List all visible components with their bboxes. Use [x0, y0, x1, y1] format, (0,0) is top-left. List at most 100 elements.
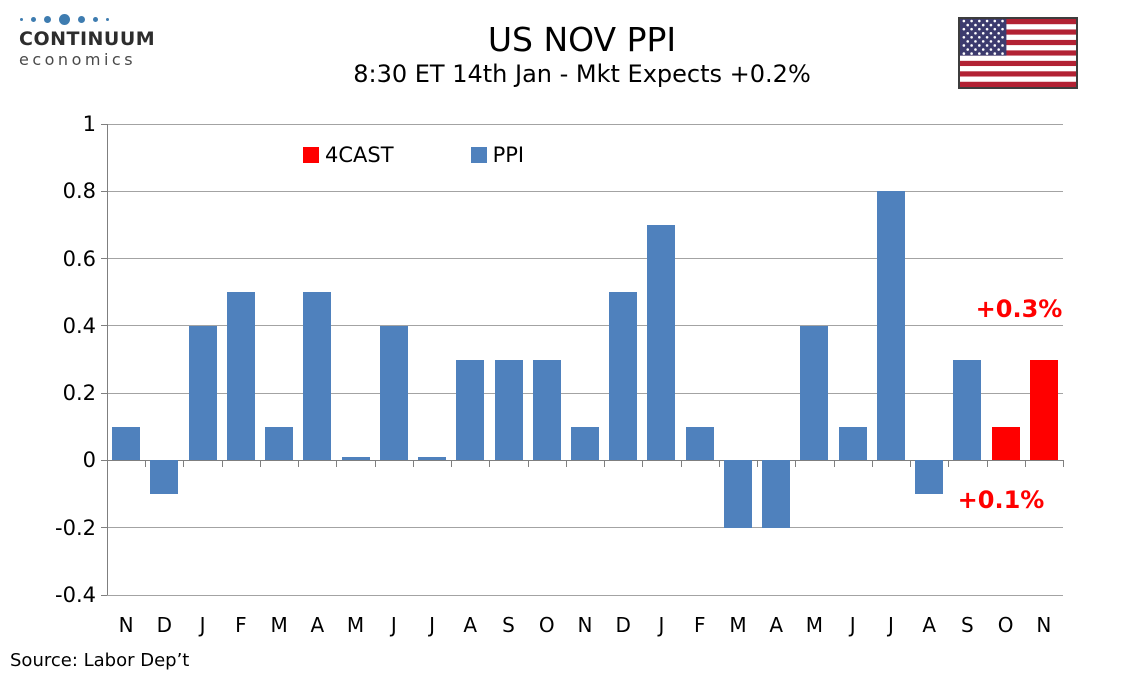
bar-ppi-5-A — [303, 292, 332, 461]
x-axis-label-19-J: J — [849, 613, 856, 637]
y-axis-tick-1 — [101, 123, 107, 125]
x-axis-tick-23 — [986, 460, 988, 468]
x-axis-label-8-J: J — [429, 613, 435, 637]
bar-ppi-12-N — [571, 426, 599, 461]
bar-4cast-24-N — [1029, 359, 1058, 461]
x-axis-label-20-J: J — [887, 613, 894, 637]
x-axis-tick-9 — [451, 460, 453, 468]
y-axis-label--0.2: -0.2 — [55, 515, 96, 540]
chart-subtitle: 8:30 ET 14th Jan - Mkt Expects +0.2% — [353, 60, 811, 88]
chart-title: US NOV PPI — [487, 20, 677, 59]
bar-ppi-17-A — [762, 460, 791, 528]
x-axis-label-22-S: S — [961, 613, 974, 637]
y-axis-label-0.2: 0.2 — [62, 381, 96, 406]
x-axis-label-17-A: A — [769, 613, 784, 637]
x-axis-tick-15 — [680, 460, 682, 468]
forecast-annotation-oct: +0.1% — [957, 486, 1045, 514]
bar-ppi-3-F — [226, 292, 255, 461]
x-axis-tick-4 — [259, 460, 261, 468]
x-axis-label-15-F: F — [693, 613, 706, 637]
gridline-0 — [107, 459, 1063, 461]
bar-ppi-4-M — [265, 426, 294, 461]
x-axis-tick-5 — [298, 460, 300, 468]
bar-ppi-20-J — [876, 191, 905, 461]
x-axis-tick-7 — [374, 460, 376, 468]
x-axis-tick-24 — [1024, 460, 1026, 468]
bar-ppi-15-F — [685, 426, 714, 461]
logo-economics-text: economics — [19, 50, 137, 69]
x-axis-tick-3 — [221, 460, 223, 468]
x-axis-tick-1 — [145, 460, 147, 468]
bar-ppi-16-M — [723, 460, 752, 528]
bar-ppi-0-N — [112, 426, 141, 461]
forecast-annotation-nov: +0.3% — [975, 295, 1063, 323]
x-axis-tick-2 — [183, 460, 185, 468]
legend-swatch-ppi — [470, 147, 487, 163]
x-axis-tick-19 — [833, 460, 835, 468]
gridline-0.4 — [107, 325, 1063, 327]
x-axis-label-14-J: J — [658, 613, 665, 637]
x-axis-label-13-D: D — [615, 613, 631, 637]
bar-ppi-1-D — [150, 460, 179, 495]
y-axis-line — [107, 124, 108, 595]
y-axis-tick--0.4 — [101, 594, 107, 596]
x-axis-label-24-N: N — [1036, 613, 1052, 637]
bar-ppi-11-O — [532, 359, 561, 461]
y-axis-label-1: 1 — [82, 112, 96, 136]
x-axis-tick-20 — [871, 460, 873, 468]
x-axis-label-5-A: A — [310, 613, 325, 637]
bar-ppi-7-J — [379, 325, 408, 461]
gridline-0.6 — [107, 258, 1063, 260]
bar-ppi-13-D — [609, 292, 638, 461]
y-axis-tick-0.2 — [101, 392, 107, 394]
chart-legend: 4CAST PPI — [303, 143, 524, 167]
x-axis-label-10-S: S — [502, 613, 515, 637]
x-axis-tick-14 — [642, 460, 644, 468]
legend-swatch-4cast — [303, 147, 319, 163]
x-axis-label-7-J: J — [390, 613, 397, 637]
bar-ppi-21-A — [915, 460, 944, 495]
us-flag-icon — [958, 17, 1078, 89]
legend-item-4cast: 4CAST — [303, 143, 394, 167]
x-axis-label-21-A: A — [922, 613, 936, 637]
x-axis-tick-13 — [604, 460, 606, 468]
x-axis-label-2-J: J — [199, 613, 206, 637]
continuum-logo: CONTINUUM economics — [19, 13, 156, 70]
logo-dots-icon — [20, 13, 149, 25]
x-axis-label-1-D: D — [156, 613, 173, 637]
x-axis-tick-6 — [336, 460, 338, 468]
x-axis-label-12-N: N — [577, 613, 593, 637]
x-axis-tick-11 — [527, 460, 529, 468]
x-axis-tick-21 — [910, 460, 912, 468]
y-axis-label-0.4: 0.4 — [62, 313, 96, 338]
x-axis-label-0-N: N — [118, 613, 134, 637]
x-axis-label-9-A: A — [463, 613, 478, 637]
y-axis-label--0.4: -0.4 — [55, 583, 96, 607]
legend-label-ppi: PPI — [492, 143, 525, 167]
y-axis-label-0.6: 0.6 — [62, 246, 96, 271]
x-axis-label-23-O: O — [997, 613, 1014, 637]
gridline--0.4 — [107, 594, 1063, 596]
y-axis-tick--0.2 — [101, 527, 107, 529]
x-axis-tick-8 — [412, 460, 414, 468]
bar-ppi-14-J — [647, 224, 676, 461]
bar-ppi-2-J — [188, 325, 217, 461]
x-axis-tick-16 — [718, 460, 720, 468]
gridline-0.2 — [107, 392, 1063, 394]
x-axis-tick-25 — [1063, 460, 1064, 468]
source-note: Source: Labor Dep’t — [10, 650, 190, 671]
gridline--0.2 — [107, 527, 1063, 529]
gridline-1 — [107, 123, 1063, 125]
x-axis-label-16-M: M — [729, 613, 747, 637]
y-axis-tick-0.4 — [101, 325, 107, 327]
x-axis-tick-18 — [795, 460, 797, 468]
y-axis-label-0: 0 — [82, 448, 96, 473]
logo-continuum-text: CONTINUUM — [19, 28, 156, 50]
bar-ppi-18-M — [800, 325, 829, 461]
x-axis-label-4-M: M — [270, 613, 288, 637]
bar-ppi-22-S — [953, 359, 982, 461]
x-axis-tick-17 — [757, 460, 759, 468]
bar-ppi-10-S — [494, 359, 523, 461]
bar-ppi-19-J — [838, 426, 867, 461]
